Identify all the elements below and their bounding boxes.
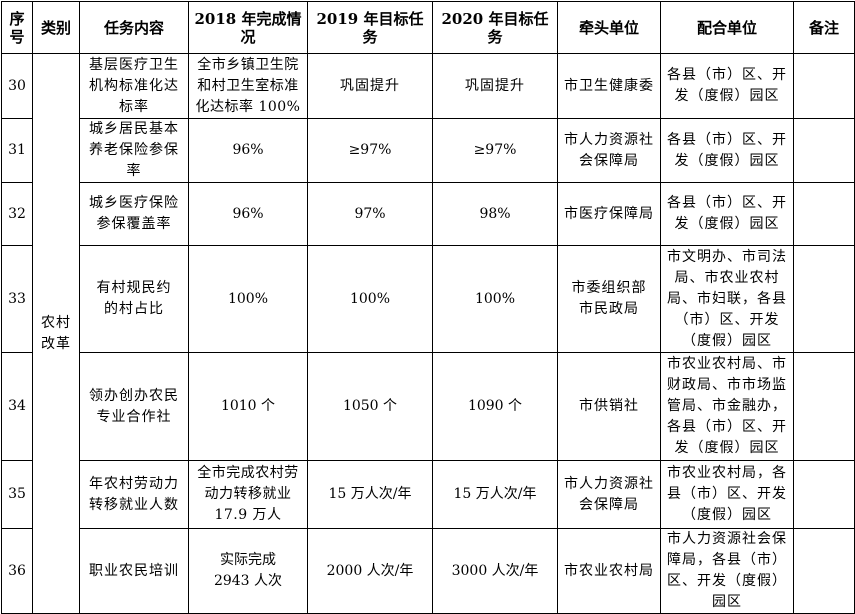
row-lead-unit: 市人力资源社会保障局 <box>557 118 661 183</box>
row-2018: 全市乡镇卫生院和村卫生室标准化达标率 100% <box>188 53 308 119</box>
header-task: 任务内容 <box>79 1 189 54</box>
row-2018: 100% <box>188 245 308 353</box>
row-seq: 36 <box>1 528 33 614</box>
row-seq: 34 <box>1 352 33 461</box>
header-row: 序号 类别 任务内容 2018 年完成情况 2019 年目标任务 2020 年目… <box>1 1 855 54</box>
row-lead-unit: 市医疗保障局 <box>557 182 661 246</box>
row-coop-unit: 市农业农村局，各县（市）区、开发（度假）园区 <box>660 460 794 529</box>
row-seq: 30 <box>1 53 33 119</box>
header-note: 备注 <box>793 1 855 54</box>
header-2020: 2020 年目标任务 <box>432 1 558 54</box>
row-seq: 33 <box>1 245 33 353</box>
row-lead-unit: 市农业农村局 <box>557 528 661 614</box>
row-2020: 98% <box>432 182 558 246</box>
row-lead-unit: 市供销社 <box>557 352 661 461</box>
row-note <box>793 118 855 183</box>
row-coop-unit: 市人力资源社会保障局，各县（市）区、开发（度假）园区 <box>660 528 794 614</box>
row-coop-unit: 各县（市）区、开发（度假）园区 <box>660 118 794 183</box>
table-row: 33 有村规民约的村占比 100% 100% 100% 市委组织部市民政局 市文… <box>1 245 855 353</box>
row-2019: 15 万人次/年 <box>307 460 433 529</box>
row-coop-unit: 市农业农村局、市财政局、市市场监管局、市金融办，各县（市）区、开发（度假）园区 <box>660 352 794 461</box>
row-2019: ≥97% <box>307 118 433 183</box>
header-2018: 2018 年完成情况 <box>188 1 308 54</box>
row-lead-unit: 市委组织部市民政局 <box>557 245 661 353</box>
row-coop-unit: 市文明办、市司法局、市农业农村局、市妇联，各县（市）区、开发（度假）园区 <box>660 245 794 353</box>
row-seq: 31 <box>1 118 33 183</box>
row-note <box>793 53 855 119</box>
row-2018: 1010 个 <box>188 352 308 461</box>
row-2019: 巩固提升 <box>307 53 433 119</box>
table-row: 34 领办创办农民专业合作社 1010 个 1050 个 1090 个 市供销社… <box>1 352 855 461</box>
header-lead-unit: 牵头单位 <box>557 1 661 54</box>
row-task: 职业农民培训 <box>79 528 189 614</box>
row-2018: 实际完成 2943 人次 <box>188 528 308 614</box>
table-row: 32 城乡医疗保险参保覆盖率 96% 97% 98% 市医疗保障局 各县（市）区… <box>1 182 855 246</box>
row-coop-unit: 各县（市）区、开发（度假）园区 <box>660 53 794 119</box>
row-2018: 96% <box>188 182 308 246</box>
row-seq: 32 <box>1 182 33 246</box>
row-lead-unit: 市卫生健康委 <box>557 53 661 119</box>
row-task: 城乡居民基本养老保险参保率 <box>79 118 189 183</box>
row-2020: 15 万人次/年 <box>432 460 558 529</box>
header-seq: 序号 <box>1 1 33 54</box>
row-2019: 97% <box>307 182 433 246</box>
row-coop-unit: 各县（市）区、开发（度假）园区 <box>660 182 794 246</box>
row-2020: 3000 人次/年 <box>432 528 558 614</box>
row-seq: 35 <box>1 460 33 529</box>
row-note <box>793 352 855 461</box>
header-category: 类别 <box>32 1 80 54</box>
row-2019: 2000 人次/年 <box>307 528 433 614</box>
row-2019: 100% <box>307 245 433 353</box>
row-note <box>793 245 855 353</box>
table-row: 31 城乡居民基本养老保险参保率 96% ≥97% ≥97% 市人力资源社会保障… <box>1 118 855 183</box>
row-2020: 巩固提升 <box>432 53 558 119</box>
row-2018: 全市完成农村劳动力转移就业 17.9 万人 <box>188 460 308 529</box>
row-task: 基层医疗卫生机构标准化达标率 <box>79 53 189 119</box>
row-2020: 100% <box>432 245 558 353</box>
category-cell: 农村改革 <box>32 53 80 614</box>
row-2020: 1090 个 <box>432 352 558 461</box>
row-2018: 96% <box>188 118 308 183</box>
row-task: 领办创办农民专业合作社 <box>79 352 189 461</box>
table-row: 35 年农村劳动力转移就业人数 全市完成农村劳动力转移就业 17.9 万人 15… <box>1 460 855 529</box>
row-note <box>793 182 855 246</box>
header-coop-unit: 配合单位 <box>660 1 794 54</box>
row-2019: 1050 个 <box>307 352 433 461</box>
row-task: 城乡医疗保险参保覆盖率 <box>79 182 189 246</box>
row-lead-unit: 市人力资源社会保障局 <box>557 460 661 529</box>
table-row: 30 农村改革 基层医疗卫生机构标准化达标率 全市乡镇卫生院和村卫生室标准化达标… <box>1 53 855 614</box>
row-task: 有村规民约的村占比 <box>79 245 189 353</box>
row-2020: ≥97% <box>432 118 558 183</box>
table-row: 36 职业农民培训 实际完成 2943 人次 2000 人次/年 3000 人次… <box>1 528 855 614</box>
row-note <box>793 460 855 529</box>
header-2019: 2019 年目标任务 <box>307 1 433 54</box>
row-task: 年农村劳动力转移就业人数 <box>79 460 189 529</box>
row-note <box>793 528 855 614</box>
